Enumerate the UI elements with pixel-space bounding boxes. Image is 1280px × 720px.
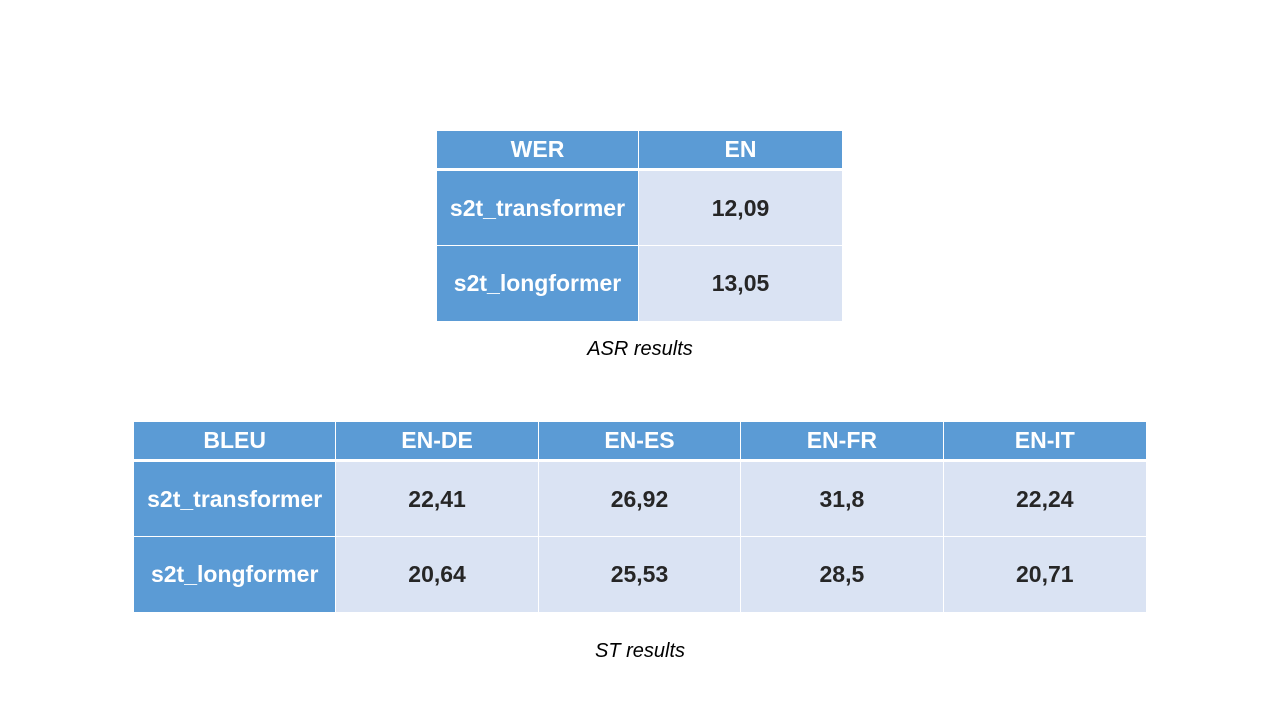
table-header-row: WER EN bbox=[437, 131, 842, 171]
asr-table-caption: ASR results bbox=[587, 338, 693, 360]
value-cell: 13,05 bbox=[639, 246, 842, 321]
table-row: s2t_longformer 20,64 25,53 28,5 20,71 bbox=[134, 537, 1146, 612]
st-results-table: BLEU EN-DE EN-ES EN-FR EN-IT s2t_transfo… bbox=[134, 422, 1146, 612]
value-cell: 12,09 bbox=[639, 171, 842, 246]
metric-header: BLEU bbox=[134, 422, 337, 462]
column-header: EN bbox=[639, 131, 842, 171]
value-cell: 25,53 bbox=[538, 537, 742, 612]
value-cell: 26,92 bbox=[538, 462, 742, 537]
value-cell: 28,5 bbox=[741, 537, 944, 612]
st-table-caption: ST results bbox=[594, 640, 686, 662]
value-cell: 22,41 bbox=[336, 462, 539, 537]
model-name-cell: s2t_longformer bbox=[134, 537, 337, 612]
value-cell: 20,71 bbox=[943, 537, 1146, 612]
column-header: EN-ES bbox=[538, 422, 742, 462]
table-row: s2t_transformer 12,09 bbox=[437, 171, 842, 246]
model-name-cell: s2t_transformer bbox=[437, 171, 639, 246]
model-name-cell: s2t_longformer bbox=[437, 246, 639, 321]
asr-results-table: WER EN s2t_transformer 12,09 s2t_longfor… bbox=[437, 131, 842, 321]
value-cell: 20,64 bbox=[336, 537, 539, 612]
column-header: EN-IT bbox=[943, 422, 1146, 462]
table-header-row: BLEU EN-DE EN-ES EN-FR EN-IT bbox=[134, 422, 1146, 462]
column-header: EN-FR bbox=[741, 422, 944, 462]
value-cell: 22,24 bbox=[943, 462, 1146, 537]
model-name-cell: s2t_transformer bbox=[134, 462, 337, 537]
table-row: s2t_transformer 22,41 26,92 31,8 22,24 bbox=[134, 462, 1146, 537]
column-header: EN-DE bbox=[336, 422, 539, 462]
metric-header: WER bbox=[437, 131, 639, 171]
value-cell: 31,8 bbox=[741, 462, 944, 537]
table-row: s2t_longformer 13,05 bbox=[437, 246, 842, 321]
